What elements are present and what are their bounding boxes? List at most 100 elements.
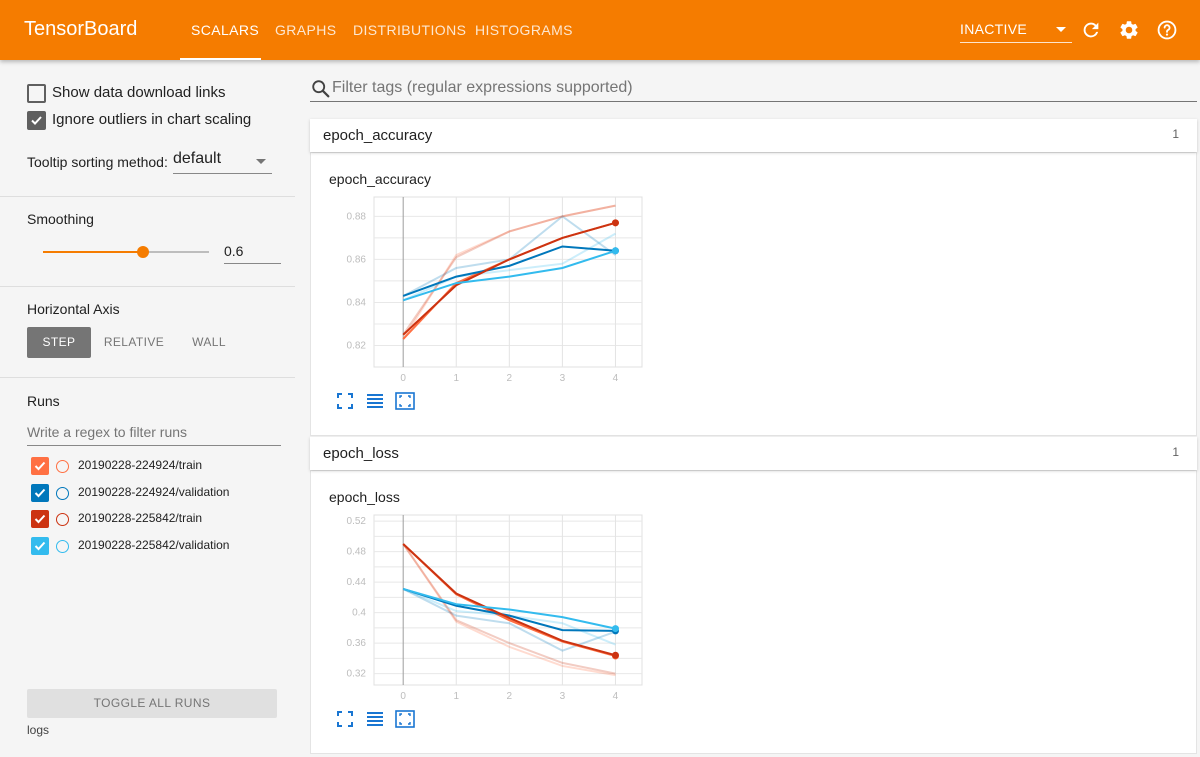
dropdown-underline (173, 173, 272, 174)
input-underline (224, 263, 281, 264)
card-header-epoch-loss[interactable]: epoch_loss 1 (310, 437, 1197, 470)
status-value: INACTIVE (960, 21, 1027, 37)
raw-series-line (402, 543, 616, 677)
run-label: 20190228-224924/train (78, 458, 203, 472)
toggle-all-runs-button[interactable]: TOGGLE ALL RUNS (27, 689, 277, 718)
search-icon (312, 80, 330, 98)
data-list-icon[interactable] (365, 391, 385, 411)
x-tick-label: 1 (453, 373, 459, 384)
app-title: TensorBoard (24, 18, 138, 40)
checkmark-icon (34, 514, 46, 524)
fit-domain-icon[interactable] (395, 391, 415, 411)
run-checkbox[interactable] (31, 457, 49, 475)
y-tick-label: 0.52 (347, 516, 367, 527)
run-checkbox[interactable] (31, 537, 49, 555)
tab-scalars[interactable]: SCALARS (191, 22, 260, 38)
input-underline (310, 101, 1197, 102)
runs-filter-input[interactable]: Write a regex to filter runs (27, 424, 188, 440)
axis-wall-button[interactable]: WALL (192, 335, 226, 349)
help-icon[interactable] (1156, 19, 1178, 41)
status-underline (960, 42, 1072, 43)
run-checkbox[interactable] (31, 484, 49, 502)
refresh-icon[interactable] (1080, 19, 1102, 41)
run-color-circle[interactable] (56, 460, 69, 473)
loss-chart[interactable]: 0.32 0.36 0.4 0.44 0.48 0.52 0 1 2 3 4 (330, 513, 650, 705)
y-tick-label: 0.44 (347, 577, 367, 588)
axis-step-button[interactable]: STEP (27, 327, 91, 358)
run-color-circle[interactable] (56, 487, 69, 500)
tag-filter-input[interactable]: Filter tags (regular expressions support… (332, 79, 633, 96)
checkmark-icon (34, 461, 46, 471)
series-line (402, 221, 616, 336)
x-tick-label: 2 (507, 373, 513, 384)
run-label: 20190228-225842/validation (78, 538, 230, 552)
divider (0, 196, 295, 197)
x-tick-label: 0 (400, 691, 406, 702)
raw-series-line (402, 543, 616, 675)
y-tick-label: 0.82 (347, 340, 367, 351)
series-line (402, 249, 616, 302)
runs-title: Runs (27, 393, 60, 409)
raw-series-line (402, 232, 616, 302)
chevron-down-icon (1056, 27, 1066, 32)
y-tick-label: 0.36 (347, 638, 367, 649)
run-label: 20190228-225842/train (78, 511, 203, 525)
tab-histograms[interactable]: HISTOGRAMS (475, 22, 573, 38)
fullscreen-icon[interactable] (335, 709, 355, 729)
run-checkbox[interactable] (31, 510, 49, 528)
x-tick-label: 0 (400, 373, 406, 384)
axis-relative-button[interactable]: RELATIVE (103, 335, 165, 349)
active-tab-indicator (180, 58, 261, 60)
x-tick-label: 2 (507, 691, 513, 702)
series-line (402, 587, 616, 630)
log-directory: logs (27, 723, 50, 737)
checkmark-icon (31, 116, 42, 125)
input-underline (27, 445, 281, 446)
x-tick-label: 3 (560, 373, 566, 384)
y-tick-label: 0.48 (347, 547, 367, 558)
slider-handle[interactable] (136, 246, 149, 258)
settings-icon[interactable] (1118, 19, 1140, 41)
card-header-epoch-accuracy[interactable]: epoch_accuracy 1 (310, 119, 1197, 152)
raw-series-line (402, 588, 616, 652)
plot-frame (373, 514, 643, 686)
card-body (310, 152, 1197, 436)
run-color-circle[interactable] (56, 540, 69, 553)
chart-title: epoch_accuracy (329, 171, 431, 187)
run-color-circle[interactable] (56, 513, 69, 526)
fit-domain-icon[interactable] (395, 709, 415, 729)
x-tick-label: 1 (453, 691, 459, 702)
horizontal-axis-title: Horizontal Axis (27, 301, 120, 317)
y-tick-label: 0.84 (347, 297, 367, 308)
series-end-point (611, 219, 619, 227)
card-header-title: epoch_loss (323, 445, 399, 462)
y-tick-label: 0.88 (347, 211, 367, 222)
card-header-title: epoch_accuracy (323, 127, 433, 144)
ignore-outliers-checkbox[interactable] (27, 111, 46, 130)
card-count: 1 (1172, 127, 1179, 141)
data-list-icon[interactable] (365, 709, 385, 729)
tab-distributions[interactable]: DISTRIBUTIONS (353, 22, 467, 38)
tooltip-sorting-label: Tooltip sorting method: (27, 154, 168, 170)
fullscreen-icon[interactable] (335, 391, 355, 411)
tab-graphs[interactable]: GRAPHS (275, 22, 337, 38)
top-bar: TensorBoard SCALARS GRAPHS DISTRIBUTIONS… (0, 0, 1200, 60)
chart-title: epoch_loss (329, 489, 400, 505)
show-download-links-label: Show data download links (52, 84, 226, 101)
smoothing-input[interactable]: 0.6 (224, 243, 244, 259)
smoothing-title: Smoothing (27, 211, 94, 227)
divider (0, 377, 295, 378)
card-body (310, 470, 1197, 754)
show-download-links-checkbox[interactable] (27, 84, 46, 103)
y-tick-label: 0.32 (347, 669, 367, 680)
checkmark-icon (34, 541, 46, 551)
divider (0, 286, 295, 287)
accuracy-chart[interactable]: 0.82 0.84 0.86 0.88 0 1 2 3 4 (330, 195, 650, 387)
sidebar: Show data download links Ignore outliers… (0, 60, 295, 757)
x-tick-label: 3 (560, 691, 566, 702)
series-end-point (611, 625, 619, 633)
ignore-outliers-label: Ignore outliers in chart scaling (52, 111, 252, 128)
run-label: 20190228-224924/validation (78, 485, 230, 499)
slider-fill (43, 251, 143, 253)
series-line (402, 245, 616, 297)
